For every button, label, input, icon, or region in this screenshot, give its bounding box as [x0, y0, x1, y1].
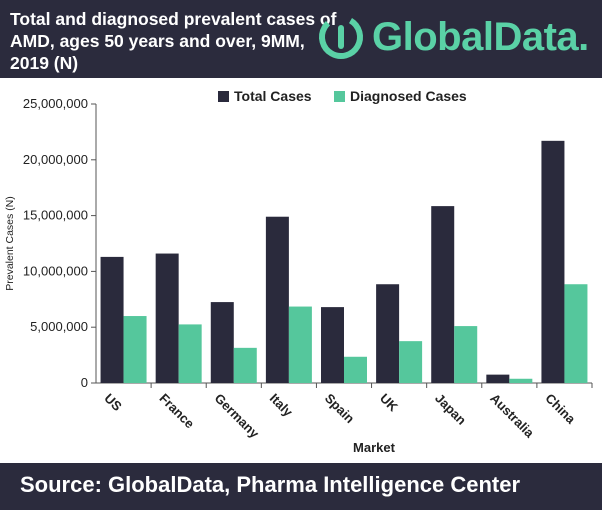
x-tick-label: Italy [267, 391, 297, 421]
diagnosed-cases-bar-china [564, 284, 588, 383]
total-cases-bar-australia [486, 374, 510, 383]
y-axis-label: Prevalent Cases (N) [4, 196, 16, 291]
bar-chart: 0 5,000,000 10,000,000 15,000,000 20,000,000… [4, 88, 593, 455]
y-tick-label: 10,000,000 [23, 263, 88, 278]
globaldata-logo: GlobalData. [316, 12, 589, 62]
source-note: Source: GlobalData, Pharma Intelligence … [20, 472, 521, 497]
diagnosed-cases-bar-australia [509, 378, 533, 383]
y-tick-label: 15,000,000 [23, 208, 88, 223]
legend-swatch [218, 91, 229, 102]
header-banner: Total and diagnosed prevalent cases of A… [0, 0, 602, 78]
diagnosed-cases-bar-uk [399, 341, 423, 383]
x-tick-label: China [542, 391, 579, 428]
total-cases-bar-china [541, 140, 565, 383]
brand-name: GlobalData. [372, 14, 589, 59]
diagnosed-cases-bar-germany [233, 347, 257, 383]
x-tick-label: UK [377, 391, 401, 415]
y-tick-label: 25,000,000 [23, 96, 88, 111]
legend-label: Total Cases [234, 88, 312, 104]
diagnosed-cases-bar-spain [344, 356, 367, 383]
x-tick-label: Australia [487, 391, 537, 441]
x-axis-label: Market [353, 440, 396, 455]
globaldata-logo-icon [319, 14, 363, 59]
legend-label: Diagnosed Cases [350, 88, 467, 104]
total-cases-bar-france [155, 253, 179, 383]
diagnosed-cases-bar-japan [454, 326, 478, 383]
diagnosed-cases-bar-france [178, 324, 202, 383]
x-tick-label: Germany [212, 391, 263, 442]
total-cases-bar-spain [321, 307, 344, 383]
diagnosed-cases-bar-us [123, 316, 147, 383]
total-cases-bar-uk [376, 284, 400, 383]
chart-title: Total and diagnosed prevalent cases of A… [10, 9, 337, 73]
y-tick-label: 5,000,000 [30, 319, 88, 334]
y-tick-label: 20,000,000 [23, 152, 88, 167]
footer-banner: Source: GlobalData, Pharma Intelligence … [0, 463, 602, 510]
x-tick-label: Spain [322, 391, 358, 427]
total-cases-bar-japan [431, 206, 455, 383]
x-tick-label: Japan [432, 391, 469, 428]
y-tick-label: 0 [81, 375, 88, 390]
x-tick-label: US [101, 391, 125, 415]
legend-swatch [334, 91, 345, 102]
total-cases-bar-us [100, 256, 124, 383]
x-tick-label: France [157, 391, 198, 432]
total-cases-bar-germany [210, 302, 234, 383]
total-cases-bar-italy [265, 216, 289, 383]
diagnosed-cases-bar-italy [288, 306, 312, 383]
